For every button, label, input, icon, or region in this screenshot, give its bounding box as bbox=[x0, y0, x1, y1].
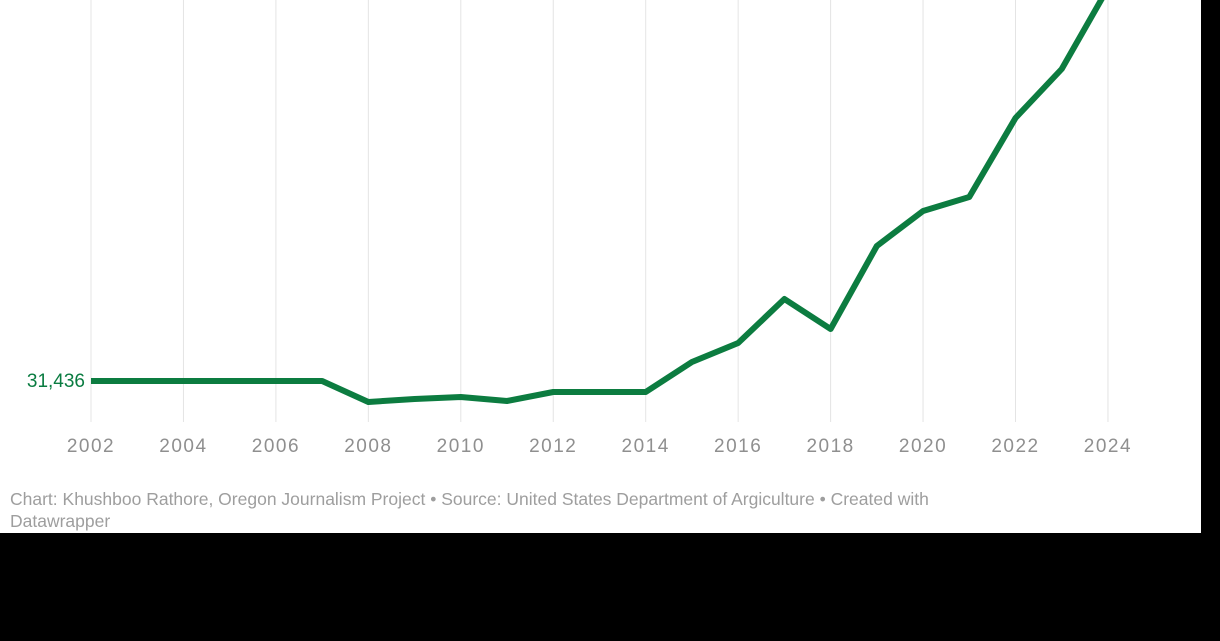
attribution: Chart: Khushboo Rathore, Oregon Journali… bbox=[10, 488, 1170, 532]
x-axis-tick-label: 2016 bbox=[714, 436, 763, 457]
x-axis-tick-label: 2008 bbox=[344, 436, 393, 457]
x-axis-tick-label: 2024 bbox=[1083, 436, 1133, 457]
x-axis-tick-label: 2006 bbox=[251, 436, 301, 457]
x-axis-tick-label: 2020 bbox=[898, 436, 948, 457]
x-axis-tick-label: 2002 bbox=[66, 436, 116, 457]
data-line bbox=[91, 0, 1105, 405]
chart-svg bbox=[90, 0, 1109, 422]
chart-area: 31,436 2002 2004 2006 2008 2010 2012 2014 2016 2… bbox=[0, 0, 1201, 533]
attribution-line-1: Chart: Khushboo Rathore, Oregon Journali… bbox=[10, 489, 929, 509]
attribution-line-2: Datawrapper bbox=[10, 511, 111, 531]
x-axis-tick-label: 2022 bbox=[991, 436, 1040, 457]
bottom-black-bar bbox=[0, 533, 1220, 641]
x-axis-tick-label: 2018 bbox=[806, 436, 855, 457]
first-value-label: 31,436 bbox=[26, 371, 85, 392]
x-axis-tick-label: 2014 bbox=[621, 436, 670, 457]
x-axis-tick-label: 2012 bbox=[529, 436, 578, 457]
x-axis-tick-label: 2010 bbox=[436, 436, 485, 457]
x-axis-tick-label: 2004 bbox=[159, 436, 208, 457]
right-black-bar bbox=[1201, 0, 1220, 641]
gridlines bbox=[90, 0, 1109, 422]
